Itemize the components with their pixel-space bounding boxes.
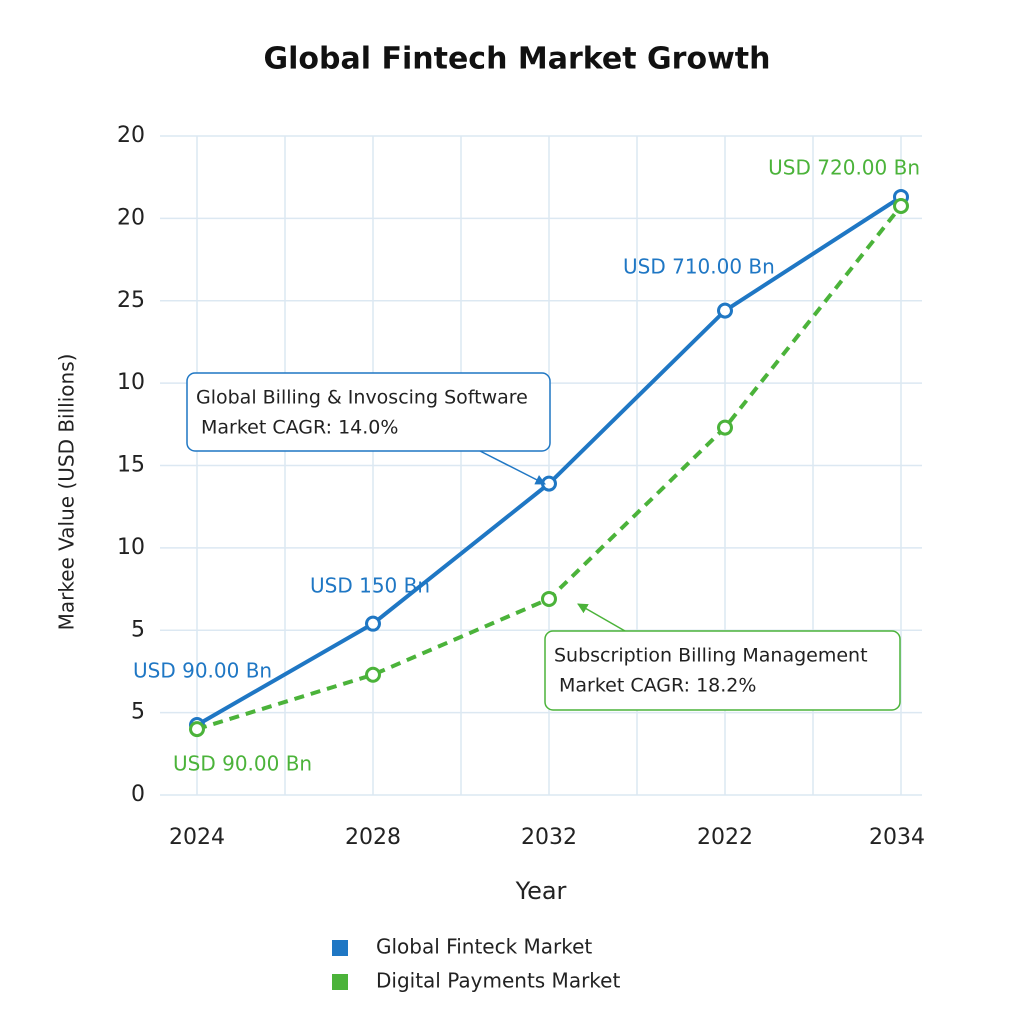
y-tick-label: 5 <box>131 617 145 642</box>
legend-swatch <box>332 940 348 956</box>
legend-label: Digital Payments Market <box>376 969 620 993</box>
y-tick-label: 10 <box>117 535 145 560</box>
x-axis-label: Year <box>515 877 567 905</box>
x-tick-label: 2028 <box>345 825 401 850</box>
y-tick-label: 25 <box>117 288 145 313</box>
x-tick-label: 2024 <box>169 825 225 850</box>
callout-text: Subscription Billing Management <box>554 645 868 667</box>
callout-text: Market CAGR: 18.2% <box>559 675 756 697</box>
callout-arrow <box>577 603 626 632</box>
data-point <box>717 419 733 436</box>
legend-label: Global Finteck Market <box>376 935 592 959</box>
data-point <box>541 590 557 607</box>
annotation: USD 710.00 Bn <box>623 255 775 279</box>
x-tick-label: 2034 <box>869 825 925 850</box>
callout-text: Market CAGR: 14.0% <box>201 417 398 439</box>
y-tick-label: 15 <box>117 453 145 478</box>
callout-box <box>544 630 901 711</box>
callout-arrow <box>479 450 546 485</box>
y-tick-label: 20 <box>117 205 145 230</box>
x-tick-label: 2032 <box>521 825 577 850</box>
data-point <box>717 302 733 319</box>
y-tick-label: 0 <box>131 782 145 807</box>
chart-title: Global Fintech Market Growth <box>264 42 771 77</box>
y-axis-label: Markee Value (USD Billions) <box>55 354 79 631</box>
x-tick-label: 2022 <box>697 825 753 850</box>
data-point <box>365 615 381 632</box>
callout-text: Global Billing & Invoscing Software <box>196 387 528 409</box>
data-point <box>893 198 909 215</box>
annotation: USD 90.00 Bn <box>173 752 312 776</box>
y-tick-label: 5 <box>131 700 145 725</box>
annotation: USD 90.00 Bn <box>133 659 272 683</box>
annotation: USD 720.00 Bn <box>768 156 920 180</box>
data-point <box>365 666 381 683</box>
legend-swatch <box>332 974 348 990</box>
callout-box <box>186 372 551 452</box>
annotation: USD 150 Bn <box>310 574 430 598</box>
y-tick-label: 20 <box>117 123 145 148</box>
y-tick-label: 10 <box>117 370 145 395</box>
data-point <box>189 721 205 738</box>
